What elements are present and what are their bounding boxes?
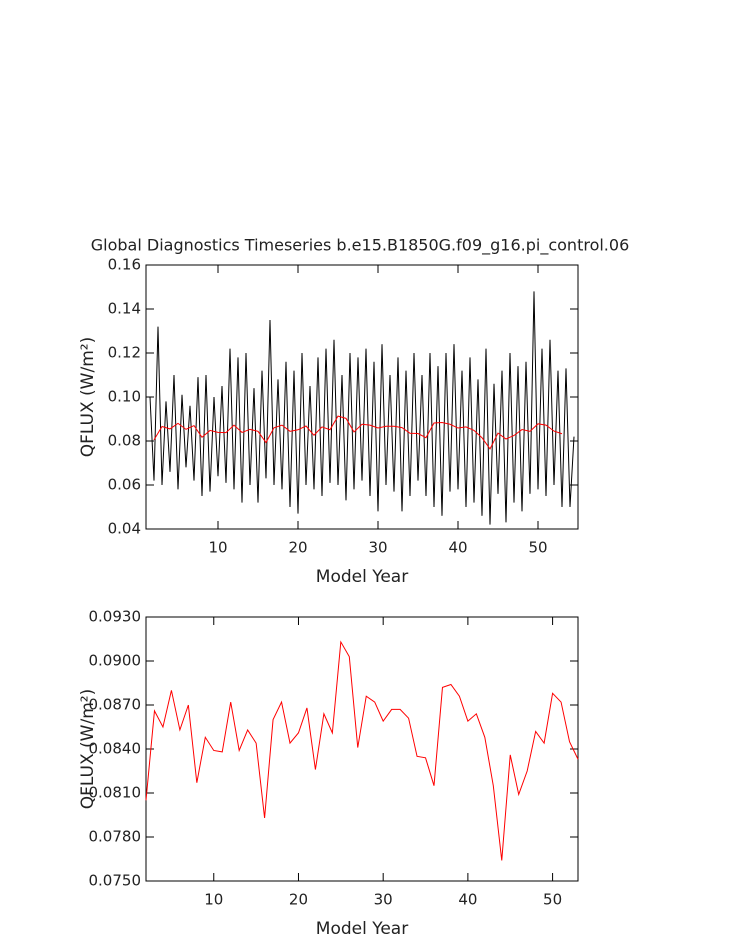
y-tick-label: 0.0930 bbox=[89, 608, 142, 626]
chart-title: Global Diagnostics Timeseries b.e15.B185… bbox=[91, 236, 630, 256]
x-tick-label: 20 bbox=[288, 539, 307, 557]
y-tick-label: 0.0810 bbox=[89, 784, 142, 802]
y-tick-label: 0.0840 bbox=[89, 740, 142, 758]
data-line bbox=[145, 640, 579, 861]
plot-frame bbox=[145, 616, 579, 882]
x-tick-label: 50 bbox=[528, 539, 547, 557]
x-tick-label: 10 bbox=[208, 539, 227, 557]
y-tick-label: 0.08 bbox=[108, 432, 141, 450]
data-line bbox=[149, 291, 575, 525]
x-tick-label: 20 bbox=[289, 891, 308, 909]
y-tick-label: 0.06 bbox=[108, 476, 141, 494]
y-tick-label: 0.0870 bbox=[89, 696, 142, 714]
y-tick-label: 0.0780 bbox=[89, 828, 142, 846]
x-tick-label: 40 bbox=[448, 539, 467, 557]
x-axis-label: Model Year bbox=[316, 919, 408, 939]
x-tick-label: 50 bbox=[543, 891, 562, 909]
x-tick-label: 40 bbox=[458, 891, 477, 909]
y-tick-label: 0.10 bbox=[108, 388, 141, 406]
y-axis-label: QFLUX (W/m²) bbox=[78, 689, 98, 809]
y-tick-label: 0.04 bbox=[108, 520, 141, 538]
y-tick-label: 0.12 bbox=[108, 344, 141, 362]
y-tick-label: 0.16 bbox=[108, 256, 141, 274]
data-line bbox=[153, 415, 563, 450]
y-tick-label: 0.0750 bbox=[89, 872, 142, 890]
y-tick-label: 0.14 bbox=[108, 300, 141, 318]
y-axis-label: QFLUX (W/m²) bbox=[78, 337, 98, 457]
x-tick-label: 10 bbox=[204, 891, 223, 909]
x-tick-label: 30 bbox=[368, 539, 387, 557]
x-tick-label: 30 bbox=[374, 891, 393, 909]
x-axis-label: Model Year bbox=[316, 567, 408, 587]
y-tick-label: 0.0900 bbox=[89, 652, 142, 670]
